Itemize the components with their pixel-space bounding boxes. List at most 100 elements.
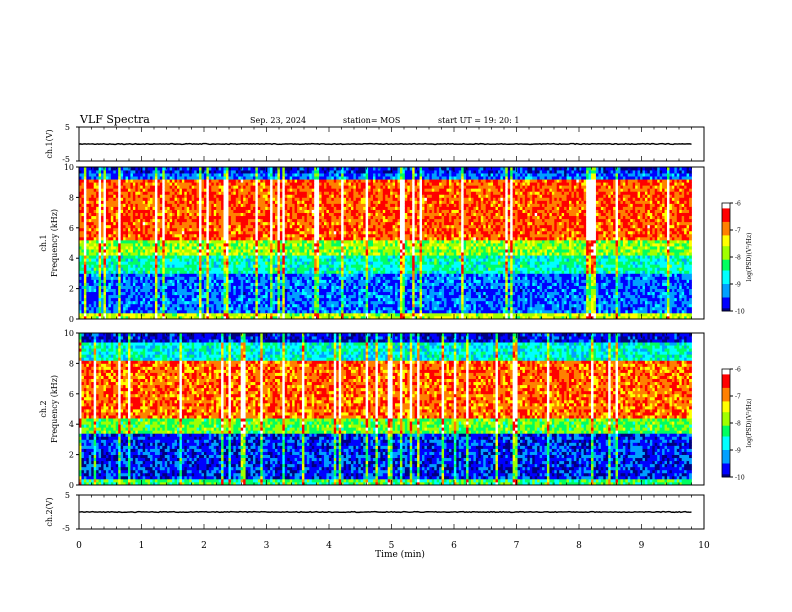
ch1-spectrogram-cell — [132, 206, 136, 210]
ch1-spectrogram-cell — [240, 215, 244, 220]
ch1-spectrogram-cell — [135, 233, 139, 238]
ch1-spectrogram-cell — [181, 218, 185, 223]
ch1-spectrogram-cell — [203, 252, 207, 256]
ch1-spectrogram-cell — [91, 306, 95, 311]
ch1-spectrogram-cell — [201, 294, 205, 299]
ch1-spectrogram-cell — [167, 312, 171, 317]
ch1-spectrogram-cell — [260, 264, 264, 268]
ch1-spectrogram-cell — [216, 200, 220, 204]
ch1-spectrogram-cell — [167, 224, 171, 229]
ch1-spectrogram-cell — [113, 276, 117, 280]
ch1-spectrogram-cell — [118, 297, 122, 302]
ch1-spectrogram-cell — [140, 249, 144, 253]
ch1-spectrogram-cell — [135, 224, 139, 229]
ch1-spectrogram-cell — [203, 297, 207, 302]
ch1-spectrogram-cell — [221, 303, 224, 308]
ch1-spectrogram-cell — [218, 309, 222, 314]
ch1-spectrogram-cell — [199, 309, 202, 314]
ch1-spectrogram-cell — [272, 224, 276, 229]
ch1-spectrogram-cell — [98, 264, 102, 268]
ch1-spectrogram-cell — [140, 300, 144, 305]
ch1-spectrogram-cell — [162, 243, 166, 247]
ch1-spectrogram-cell — [169, 170, 173, 174]
ch1-spectrogram-cell — [304, 264, 308, 268]
ch1-spectrogram-cell — [135, 239, 139, 244]
ch1-spectrogram-cell — [103, 285, 107, 289]
ch1-spectrogram-cell — [81, 221, 85, 226]
ch1-spectrogram-cell — [226, 209, 229, 213]
ch1-spectrogram-cell — [164, 285, 168, 289]
ch1-spectrogram-cell — [257, 185, 261, 189]
ch1-spectrogram-cell — [154, 285, 158, 289]
ch1-spectrogram-cell — [245, 230, 249, 235]
ch1-spectrogram-cell — [216, 197, 220, 201]
ch1-spectrogram-cell — [289, 212, 293, 217]
ch1-spectrogram-cell — [79, 197, 82, 201]
ch1-spectrogram-cell — [101, 246, 104, 250]
ch1-spectrogram-cell — [86, 294, 90, 299]
ch1-spectrogram-cell — [186, 215, 190, 220]
ch1-spectrogram-cell — [309, 276, 313, 280]
ch1-spectrogram-cell — [275, 200, 278, 204]
ch1-spectrogram-cell — [297, 309, 300, 314]
ch1-spectrogram-cell — [240, 300, 244, 305]
ch1-spectrogram-cell — [243, 224, 246, 229]
ch1-spectrogram-cell — [101, 243, 104, 247]
ch1-spectrogram-cell — [186, 209, 190, 213]
ch1-spectrogram-cell — [319, 167, 322, 171]
ch1-spectrogram-cell — [147, 170, 151, 174]
ch1-spectrogram-cell — [221, 312, 224, 317]
ch1-spectrogram-cell — [142, 227, 146, 232]
ch1-spectrogram-cell — [277, 249, 281, 253]
ch1-spectrogram-cell — [203, 200, 207, 204]
ch1-spectrogram-cell — [128, 212, 131, 217]
ch1-spectrogram-cell — [113, 191, 117, 195]
ch1-spectrogram-cell — [216, 261, 220, 265]
ch1-spectrogram-cell — [213, 239, 217, 244]
ch1-spectrogram-cell — [164, 194, 168, 198]
ch1-spectrogram-cell — [120, 267, 124, 271]
ch1-spectrogram-cell — [179, 173, 183, 177]
ch1-spectrogram-cell — [319, 246, 322, 250]
ch1-spectrogram-cell — [132, 194, 136, 198]
ch1-spectrogram-cell — [208, 261, 212, 265]
ch1-spectrogram-cell — [238, 176, 242, 180]
ch1-spectrogram-cell — [235, 182, 239, 186]
ch1-spectrogram-cell — [167, 185, 171, 189]
ch1-spectrogram-cell — [230, 170, 234, 174]
ch1-spectrogram-cell — [282, 218, 286, 223]
ch1-spectrogram-cell — [243, 233, 246, 238]
ch1-spectrogram-cell — [311, 249, 315, 253]
ch1-spectrogram-cell — [132, 236, 136, 241]
ch1-spectrogram-cell — [265, 309, 269, 314]
ch1-spectrogram-cell — [301, 233, 305, 238]
ch1-spectrogram-cell — [147, 255, 151, 259]
ch1-spectrogram-cell — [267, 255, 271, 259]
ch1-spectrogram-cell — [301, 215, 305, 220]
ch1-spectrogram-cell — [292, 279, 295, 283]
ch1-spectrogram-cell — [309, 194, 313, 198]
ch1-spectrogram-cell — [81, 173, 85, 177]
ch1-spectrogram-cell — [169, 188, 173, 192]
ch1-spectrogram-cell — [255, 215, 259, 220]
ch1-spectrogram-cell — [159, 197, 163, 201]
ch1-spectrogram-cell — [113, 182, 117, 186]
ch1-spectrogram-cell — [91, 221, 95, 226]
ch1-spectrogram-cell — [130, 236, 134, 241]
ch1-spectrogram-cell — [172, 209, 175, 213]
ch1-spectrogram-cell — [145, 291, 148, 296]
ch1-spectrogram-cell — [311, 227, 315, 232]
ch1-spectrogram-cell — [311, 230, 315, 235]
ch1-spectrogram-cell — [164, 176, 168, 180]
ch1-spectrogram-cell — [167, 239, 171, 244]
ch1-spectrogram-cell — [157, 188, 161, 192]
ch1-spectrogram-cell — [213, 218, 217, 223]
ch1-spectrogram-cell — [140, 188, 144, 192]
ch1-spectrogram-cell — [199, 230, 202, 235]
ch1-spectrogram-cell — [196, 315, 200, 320]
ch1-spectrogram-cell — [257, 252, 261, 256]
ch1-spectrogram-cell — [282, 227, 286, 232]
ch1-spectrogram-cell — [150, 227, 153, 232]
ch1-spectrogram-cell — [250, 312, 254, 317]
ch1-spectrogram-cell — [304, 233, 308, 238]
